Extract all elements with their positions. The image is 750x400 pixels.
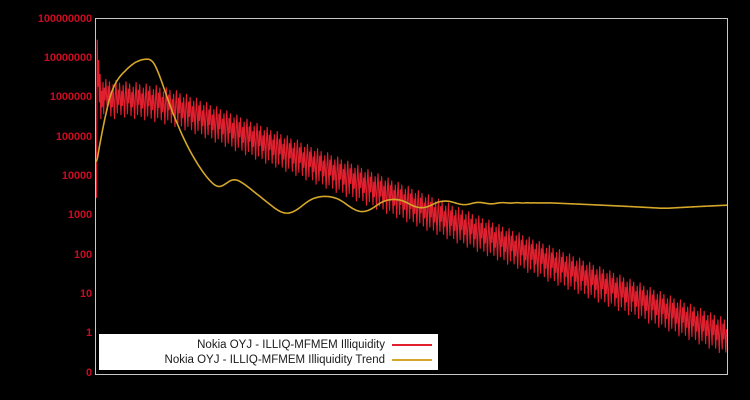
y-axis-tick-10000: 10000: [61, 169, 92, 182]
legend-item-illiquidity-trend: Nokia OYJ - ILLIQ-MFMEM Illiquidity Tren…: [105, 352, 432, 367]
legend-swatch-illiquidity-trend: [392, 358, 432, 361]
chart-legend: Nokia OYJ - ILLIQ-MFMEM Illiquidity Noki…: [99, 334, 438, 370]
series-line-illiquidity: [96, 39, 727, 354]
legend-label-illiquidity: Nokia OYJ - ILLIQ-MFMEM Illiquidity: [197, 338, 385, 351]
y-axis-tick-100000: 100000: [55, 130, 92, 143]
chart-canvas: [96, 39, 727, 354]
plot-area: [95, 18, 728, 375]
y-axis-tick-labels: 100000000 10000000 1000000 100000 10000 1000 1…: [0, 0, 92, 400]
y-axis-tick-100000000: 100000000: [37, 12, 92, 25]
y-axis-tick-1: 1: [85, 327, 92, 340]
y-axis-tick-10: 10: [79, 287, 92, 300]
legend-swatch-illiquidity: [392, 343, 432, 346]
legend-item-illiquidity: Nokia OYJ - ILLIQ-MFMEM Illiquidity: [105, 337, 432, 352]
y-axis-tick-100: 100: [73, 248, 92, 261]
y-axis-tick-1000000: 1000000: [49, 91, 92, 104]
y-axis-tick-10000000: 10000000: [43, 51, 92, 64]
y-axis-tick-1000: 1000: [67, 209, 92, 222]
y-axis-tick-0: 0: [85, 366, 92, 379]
series-line-illiquidity-trend: [96, 58, 727, 214]
legend-label-illiquidity-trend: Nokia OYJ - ILLIQ-MFMEM Illiquidity Tren…: [164, 353, 385, 366]
